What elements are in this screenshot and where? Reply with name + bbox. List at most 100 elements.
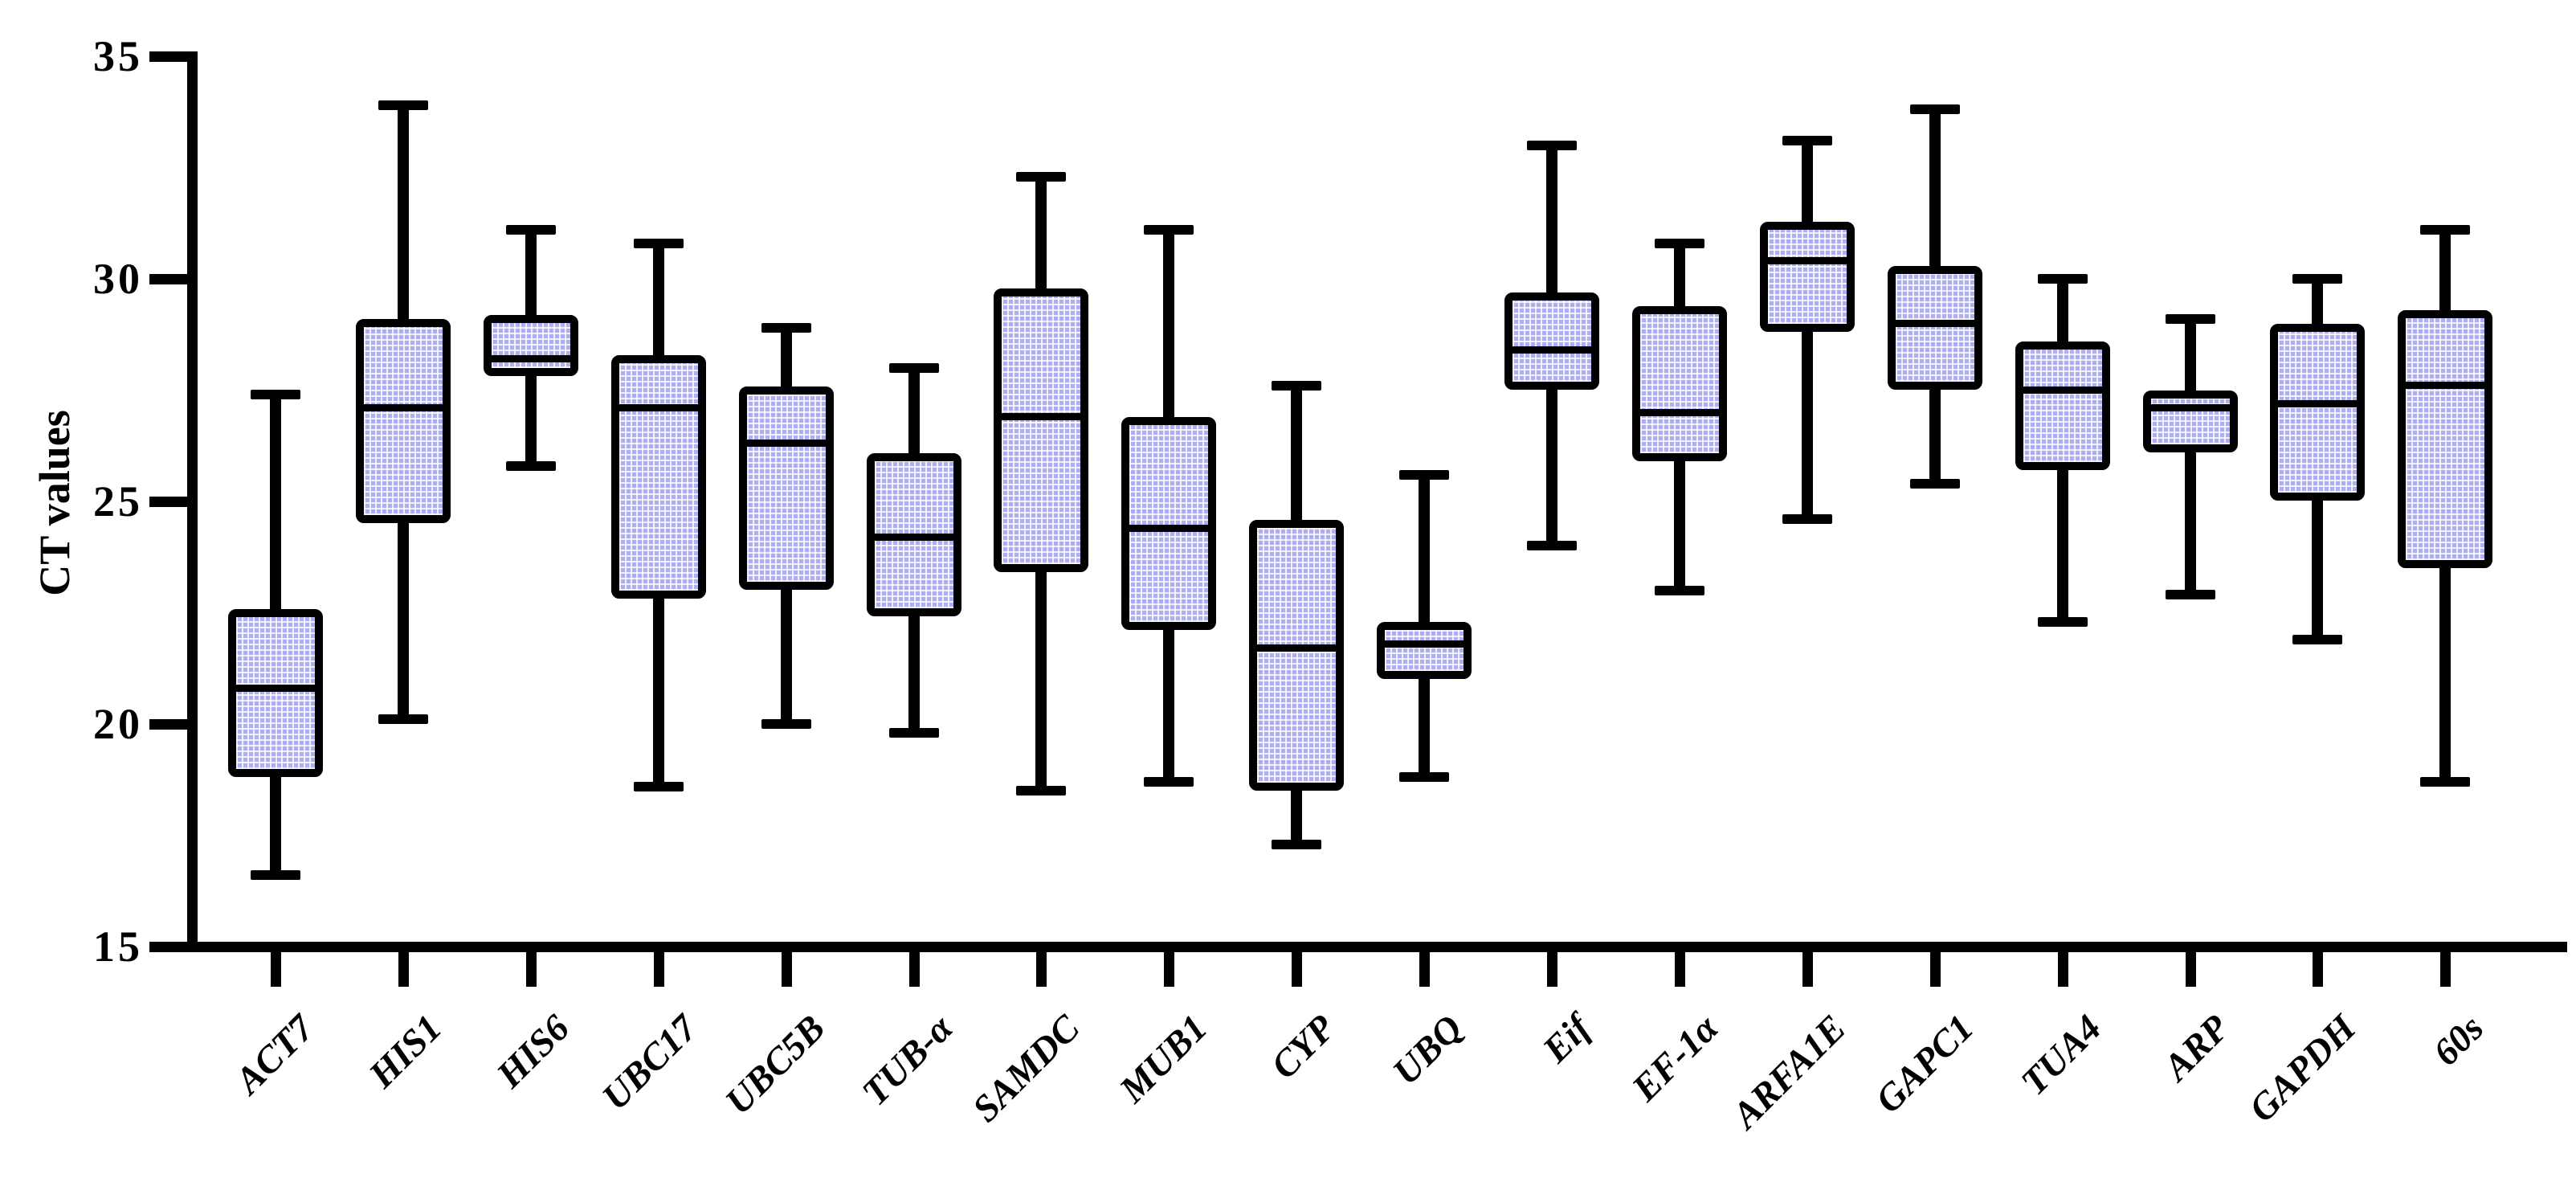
x-tick-60s [2440, 952, 2451, 987]
x-tick-UBQ [1419, 952, 1431, 987]
whisker-cap-bottom-HIS1 [378, 714, 428, 725]
whisker-cap-bottom-60s [2420, 777, 2471, 787]
box-UBC5B [738, 386, 834, 591]
y-tick-25 [149, 497, 187, 507]
median-line-HIS1 [362, 404, 443, 412]
box-TUA4 [2015, 342, 2110, 470]
box-CYP [1249, 519, 1345, 791]
median-line-GAPDH [2277, 399, 2358, 407]
x-tick-HIS6 [525, 952, 537, 987]
whisker-cap-top-ARP [2165, 313, 2215, 324]
whisker-cap-bottom-SAMDC [1016, 786, 1067, 796]
whisker-cap-top-UBC17 [633, 238, 684, 248]
whisker-cap-bottom-TUA4 [2037, 616, 2088, 627]
whisker-stem-ARP [2184, 318, 2196, 595]
median-line-Eif [1512, 346, 1592, 354]
whisker-cap-top-EF-1α [1654, 238, 1704, 248]
median-line-CYP [1256, 644, 1337, 652]
whisker-cap-top-GAPC1 [1909, 104, 1960, 115]
median-line-TUA4 [2022, 387, 2103, 394]
box-SAMDC [994, 288, 1089, 573]
whisker-cap-top-Eif [1527, 140, 1577, 150]
median-line-ARFA1E [1766, 257, 1847, 265]
whisker-cap-top-MUB1 [1144, 225, 1194, 235]
y-tick-label-15: 15 [93, 922, 143, 971]
box-Eif [1504, 292, 1599, 390]
box-GAPC1 [1887, 265, 1982, 390]
whisker-cap-bottom-MUB1 [1144, 777, 1194, 787]
whisker-cap-bottom-CYP [1272, 839, 1322, 849]
x-tick-TUA4 [2057, 952, 2068, 987]
y-tick-35 [149, 51, 187, 62]
box-MUB1 [1121, 417, 1217, 631]
y-tick-label-30: 30 [93, 255, 143, 303]
whisker-cap-bottom-UBC5B [761, 719, 811, 729]
median-line-ARP [2149, 404, 2231, 412]
y-axis-line [187, 51, 198, 952]
x-tick-TUB-α [908, 952, 920, 987]
y-tick-20 [149, 719, 187, 730]
box-EF-1α [1631, 305, 1727, 461]
y-tick-label-35: 35 [93, 32, 143, 80]
x-tick-GAPDH [2313, 952, 2324, 987]
median-line-UBC5B [745, 440, 827, 448]
whisker-cap-top-UBC5B [761, 322, 811, 333]
whisker-cap-bottom-UBC17 [633, 781, 684, 791]
x-tick-ARP [2185, 952, 2196, 987]
y-tick-30 [149, 274, 187, 284]
whisker-cap-bottom-ACT7 [251, 870, 300, 881]
box-GAPDH [2270, 323, 2366, 501]
whisker-cap-top-ACT7 [251, 390, 300, 400]
whisker-cap-bottom-GAPDH [2292, 634, 2343, 644]
x-axis-line [187, 942, 2567, 952]
box-HIS1 [355, 319, 451, 524]
whisker-cap-bottom-EF-1α [1654, 585, 1704, 595]
box-ACT7 [228, 608, 323, 777]
box-60s [2398, 310, 2493, 568]
x-tick-Eif [1547, 952, 1557, 987]
whisker-cap-top-60s [2420, 225, 2471, 235]
median-line-EF-1α [1639, 408, 1720, 416]
box-ARP [2142, 391, 2238, 452]
box-UBQ [1377, 622, 1472, 680]
whisker-cap-bottom-TUB-α [888, 728, 939, 738]
box-ARFA1E [1759, 221, 1855, 332]
x-tick-EF-1α [1674, 952, 1685, 987]
whisker-cap-top-ARFA1E [1782, 136, 1832, 146]
y-tick-label-20: 20 [93, 700, 143, 748]
box-UBC17 [610, 354, 706, 599]
median-line-UBQ [1384, 640, 1465, 648]
whisker-cap-top-UBQ [1399, 469, 1450, 480]
x-tick-UBC5B [781, 952, 792, 987]
median-line-TUB-α [873, 533, 954, 541]
whisker-cap-top-HIS1 [378, 100, 428, 110]
y-tick-15 [149, 942, 187, 952]
median-line-UBC17 [618, 404, 699, 412]
whisker-cap-bottom-GAPC1 [1909, 478, 1960, 489]
x-tick-CYP [1292, 952, 1303, 987]
x-tick-UBC17 [653, 952, 664, 987]
x-tick-GAPC1 [1929, 952, 1941, 987]
whisker-cap-bottom-Eif [1527, 541, 1577, 551]
x-tick-HIS1 [398, 952, 409, 987]
x-tick-ARFA1E [1802, 952, 1813, 987]
x-tick-SAMDC [1036, 952, 1047, 987]
median-line-SAMDC [1001, 413, 1082, 421]
whisker-cap-top-TUB-α [888, 362, 939, 373]
whisker-cap-top-CYP [1272, 380, 1322, 391]
whisker-cap-top-TUA4 [2037, 274, 2088, 284]
whisker-cap-bottom-UBQ [1399, 772, 1450, 783]
box-HIS6 [483, 314, 578, 377]
median-line-ACT7 [235, 685, 316, 693]
median-line-60s [2405, 382, 2486, 390]
median-line-MUB1 [1129, 524, 1210, 532]
whisker-cap-bottom-HIS6 [505, 460, 556, 471]
x-tick-ACT7 [271, 952, 281, 987]
y-tick-label-25: 25 [93, 477, 143, 526]
whisker-cap-top-SAMDC [1016, 171, 1067, 182]
whisker-cap-bottom-ARFA1E [1782, 514, 1832, 525]
x-tick-MUB1 [1164, 952, 1175, 987]
whisker-cap-top-HIS6 [505, 225, 556, 235]
